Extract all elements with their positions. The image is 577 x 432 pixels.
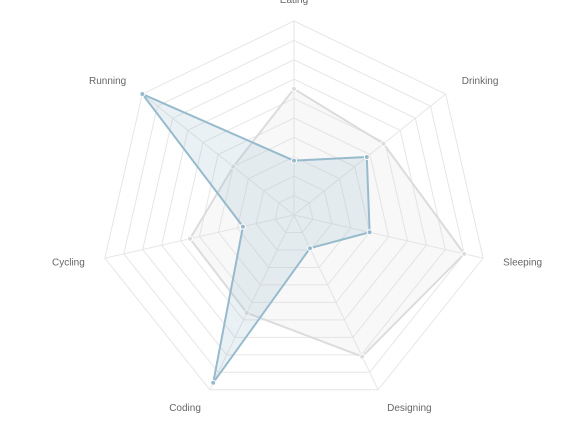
series-1-point-running xyxy=(230,163,237,170)
radar-grid xyxy=(104,20,484,391)
axis-label-running: Running xyxy=(89,76,126,87)
grid-spoke-sleeping xyxy=(293,214,484,259)
grid-spoke-running xyxy=(142,93,295,216)
radar-series xyxy=(139,85,468,386)
axis-label-cycling: Cycling xyxy=(52,257,85,268)
grid-spoke-coding xyxy=(209,214,295,391)
grid-ring-3 xyxy=(236,156,352,268)
grid-ring-9 xyxy=(123,39,465,373)
grid-spoke-drinking xyxy=(293,93,446,216)
grid-spoke-cycling xyxy=(104,214,295,259)
series-2-point-drinking xyxy=(363,153,370,160)
axis-label-designing: Designing xyxy=(387,403,431,414)
series-1-point-cycling xyxy=(186,235,193,242)
axis-label-sleeping: Sleeping xyxy=(503,257,542,268)
series-1-point-drinking xyxy=(380,140,387,147)
grid-ring-5 xyxy=(198,117,390,303)
grid-ring-10 xyxy=(104,20,484,391)
series-1-point-eating xyxy=(291,85,297,92)
series-1-point-coding xyxy=(243,309,250,316)
axis-label-coding: Coding xyxy=(169,403,201,414)
grid-ring-4 xyxy=(217,136,371,286)
radar-axis-labels: Eating Drinking Sleeping Designing Coding Cyc… xyxy=(52,0,542,414)
grid-ring-6 xyxy=(179,98,409,321)
series-1-point-sleeping xyxy=(461,250,468,257)
series-1-point-designing xyxy=(359,353,366,360)
series-1-area xyxy=(188,87,466,358)
series-2-point-running xyxy=(139,91,146,98)
grid-ring-2 xyxy=(255,175,333,251)
series-2-point-sleeping xyxy=(366,229,373,236)
grid-ring-8 xyxy=(142,59,446,356)
grid-ring-1 xyxy=(274,195,314,233)
series-2-area xyxy=(141,93,371,384)
series-2-point-cycling xyxy=(239,223,246,230)
series-2-point-designing xyxy=(306,245,313,252)
grid-spoke-designing xyxy=(293,214,379,391)
axis-label-drinking: Drinking xyxy=(462,76,499,87)
series-2-point-coding xyxy=(210,379,217,386)
series-2-point-eating xyxy=(291,157,297,164)
axis-label-eating: Eating xyxy=(280,0,308,6)
